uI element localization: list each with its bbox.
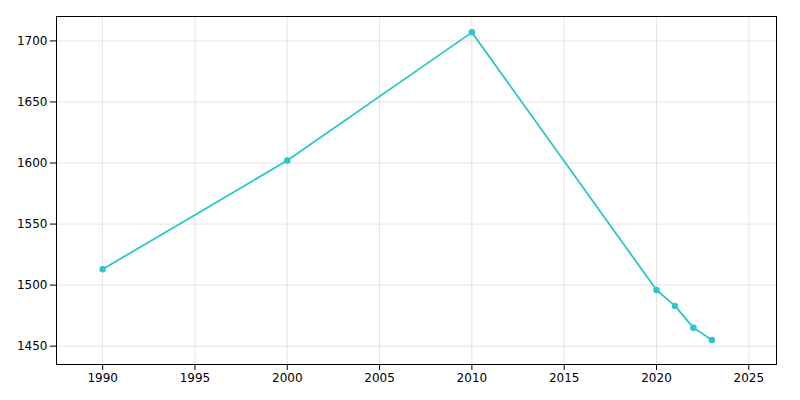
svg-text:1990: 1990: [87, 371, 118, 385]
svg-text:2005: 2005: [364, 371, 395, 385]
svg-text:2010: 2010: [457, 371, 488, 385]
svg-text:1600: 1600: [17, 156, 48, 170]
svg-text:2020: 2020: [641, 371, 672, 385]
svg-text:2025: 2025: [734, 371, 765, 385]
svg-text:1700: 1700: [17, 34, 48, 48]
svg-text:1450: 1450: [17, 339, 48, 353]
svg-text:1995: 1995: [180, 371, 211, 385]
svg-text:1500: 1500: [17, 278, 48, 292]
svg-text:2015: 2015: [549, 371, 580, 385]
svg-text:2000: 2000: [272, 371, 303, 385]
svg-text:1650: 1650: [17, 95, 48, 109]
svg-text:1550: 1550: [17, 217, 48, 231]
